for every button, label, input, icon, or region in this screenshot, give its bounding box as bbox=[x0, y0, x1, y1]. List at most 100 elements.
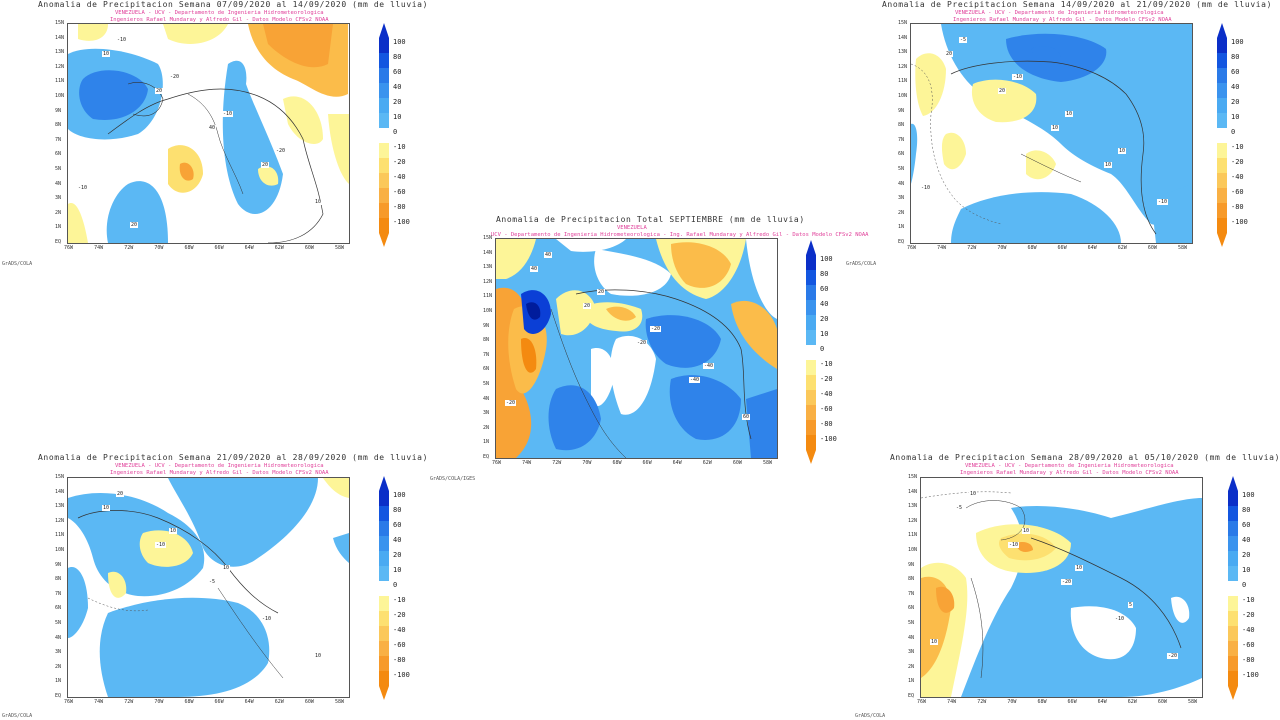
lat-tick-label: 14N bbox=[483, 249, 493, 256]
lat-tick-label: 13N bbox=[908, 503, 918, 510]
lat-tick-label: 10N bbox=[908, 547, 918, 553]
lon-tick-label: 72W bbox=[967, 245, 977, 251]
colorbar-label: 80 bbox=[820, 270, 829, 278]
colorbar-label: -20 bbox=[1242, 611, 1255, 619]
colorbar-segment bbox=[379, 596, 389, 611]
colorbar-label: 40 bbox=[1231, 83, 1240, 91]
colorbar-label: 10 bbox=[1242, 566, 1251, 574]
lon-tick-label: 76W bbox=[492, 460, 502, 466]
colorbar-segment bbox=[1217, 188, 1227, 203]
lat-tick-label: 2N bbox=[483, 424, 490, 431]
contour-label: -40 bbox=[703, 363, 715, 369]
contour-label: 10 bbox=[1051, 125, 1060, 131]
colorbar-label: -80 bbox=[1231, 203, 1244, 211]
colorbar-label: -60 bbox=[393, 188, 406, 196]
colorbar-segment bbox=[806, 435, 816, 450]
contour-label: -10 bbox=[222, 111, 234, 117]
colorbar-segment bbox=[806, 390, 816, 405]
colorbar-segment bbox=[806, 255, 816, 270]
lat-tick-label: 4N bbox=[908, 634, 915, 641]
lon-tick-label: 60W bbox=[304, 699, 314, 705]
colorbar-label: 100 bbox=[820, 255, 833, 263]
lat-tick-label: 15N bbox=[898, 20, 908, 26]
lat-tick-label: EQ bbox=[898, 239, 905, 245]
colorbar-label: -80 bbox=[820, 420, 833, 428]
colorbar-label: -80 bbox=[1242, 656, 1255, 664]
lon-tick-label: 74W bbox=[522, 460, 532, 466]
colorbar-label: 60 bbox=[820, 285, 829, 293]
colorbar-label: 60 bbox=[393, 521, 402, 529]
lat-tick-label: 2N bbox=[898, 209, 905, 216]
colorbar-segment bbox=[1228, 551, 1238, 566]
lon-tick-label: 74W bbox=[94, 245, 104, 251]
lat-tick-label: 9N bbox=[55, 561, 62, 568]
contour-label: 10 bbox=[169, 528, 178, 534]
lon-tick-label: 72W bbox=[552, 460, 562, 466]
lon-tick-label: 76W bbox=[64, 699, 74, 705]
lat-tick-label: 13N bbox=[55, 49, 65, 56]
contour-label: -10 bbox=[1012, 74, 1024, 80]
lon-tick-label: 66W bbox=[642, 460, 652, 466]
colorbar-label: 80 bbox=[393, 53, 402, 61]
lon-tick-label: 74W bbox=[94, 699, 104, 705]
contour-label: 20 bbox=[130, 222, 139, 228]
precip-map-week3 bbox=[67, 477, 350, 698]
contour-label: -10 bbox=[1008, 542, 1020, 548]
panel-title: Anomalia de Precipitacion Semana 21/09/2… bbox=[38, 453, 428, 462]
contour-label: 10 bbox=[102, 51, 111, 57]
contour-label: -5 bbox=[208, 579, 217, 585]
colorbar-label: -40 bbox=[393, 626, 406, 634]
lat-tick-label: 11N bbox=[898, 78, 908, 85]
colorbar-label: 0 bbox=[1242, 581, 1247, 589]
colorbar-arrow-bottom bbox=[1228, 686, 1238, 700]
colorbar-segment bbox=[806, 345, 816, 360]
colorbar-segment bbox=[379, 626, 389, 641]
lat-tick-label: 15N bbox=[483, 235, 493, 241]
lat-tick-label: 3N bbox=[55, 195, 62, 202]
colorbar-label: 20 bbox=[820, 315, 829, 323]
lat-tick-label: 1N bbox=[55, 678, 62, 685]
lon-tick-label: 66W bbox=[1057, 245, 1067, 251]
colorbar-label: 100 bbox=[1231, 38, 1244, 46]
panel-title: Anomalia de Precipitacion Total SEPTIEMB… bbox=[496, 215, 805, 224]
lon-tick-label: 76W bbox=[907, 245, 917, 251]
contour-label: -20 bbox=[636, 340, 648, 346]
lat-tick-label: 4N bbox=[55, 634, 62, 641]
colorbar-label: -40 bbox=[820, 390, 833, 398]
colorbar-segment bbox=[1217, 173, 1227, 188]
lat-tick-label: 6N bbox=[55, 605, 62, 612]
contour-label: 20 bbox=[261, 162, 270, 168]
lon-tick-label: 68W bbox=[184, 245, 194, 251]
lat-tick-label: 1N bbox=[55, 224, 62, 231]
contour-label: -10 bbox=[155, 542, 167, 548]
lat-tick-label: EQ bbox=[483, 454, 490, 460]
colorbar-segment bbox=[806, 270, 816, 285]
precip-map-week2 bbox=[910, 23, 1193, 244]
contour-label: -40 bbox=[689, 377, 701, 383]
colorbar-label: 100 bbox=[1242, 491, 1255, 499]
colorbar-label: -10 bbox=[393, 596, 406, 604]
contour-label: 20 bbox=[583, 303, 592, 309]
contour-label: 10 bbox=[1075, 565, 1084, 571]
lat-tick-label: 11N bbox=[55, 78, 65, 85]
colorbar-segment bbox=[1217, 143, 1227, 158]
contour-label: -5 bbox=[959, 37, 968, 43]
colorbar-segment bbox=[806, 315, 816, 330]
contour-label: -10 bbox=[1114, 616, 1126, 622]
lon-tick-label: 62W bbox=[1117, 245, 1127, 251]
lon-tick-label: 60W bbox=[304, 245, 314, 251]
lat-tick-label: 7N bbox=[55, 136, 62, 143]
lat-tick-label: 1N bbox=[908, 678, 915, 685]
panel-subtitle: VENEZUELA - UCV - Departamento de Ingeni… bbox=[115, 463, 324, 469]
colorbar-segment bbox=[379, 158, 389, 173]
lon-tick-label: 72W bbox=[977, 699, 987, 705]
lat-tick-label: 12N bbox=[483, 278, 493, 285]
colorbar-segment bbox=[379, 38, 389, 53]
colorbar-segment bbox=[1217, 203, 1227, 218]
lon-tick-label: 64W bbox=[672, 460, 682, 466]
colorbar-segment bbox=[1217, 98, 1227, 113]
lon-tick-label: 58W bbox=[335, 699, 345, 705]
colorbar-segment bbox=[1217, 68, 1227, 83]
contour-label: 20 bbox=[998, 88, 1007, 94]
lat-tick-label: 6N bbox=[898, 151, 905, 158]
